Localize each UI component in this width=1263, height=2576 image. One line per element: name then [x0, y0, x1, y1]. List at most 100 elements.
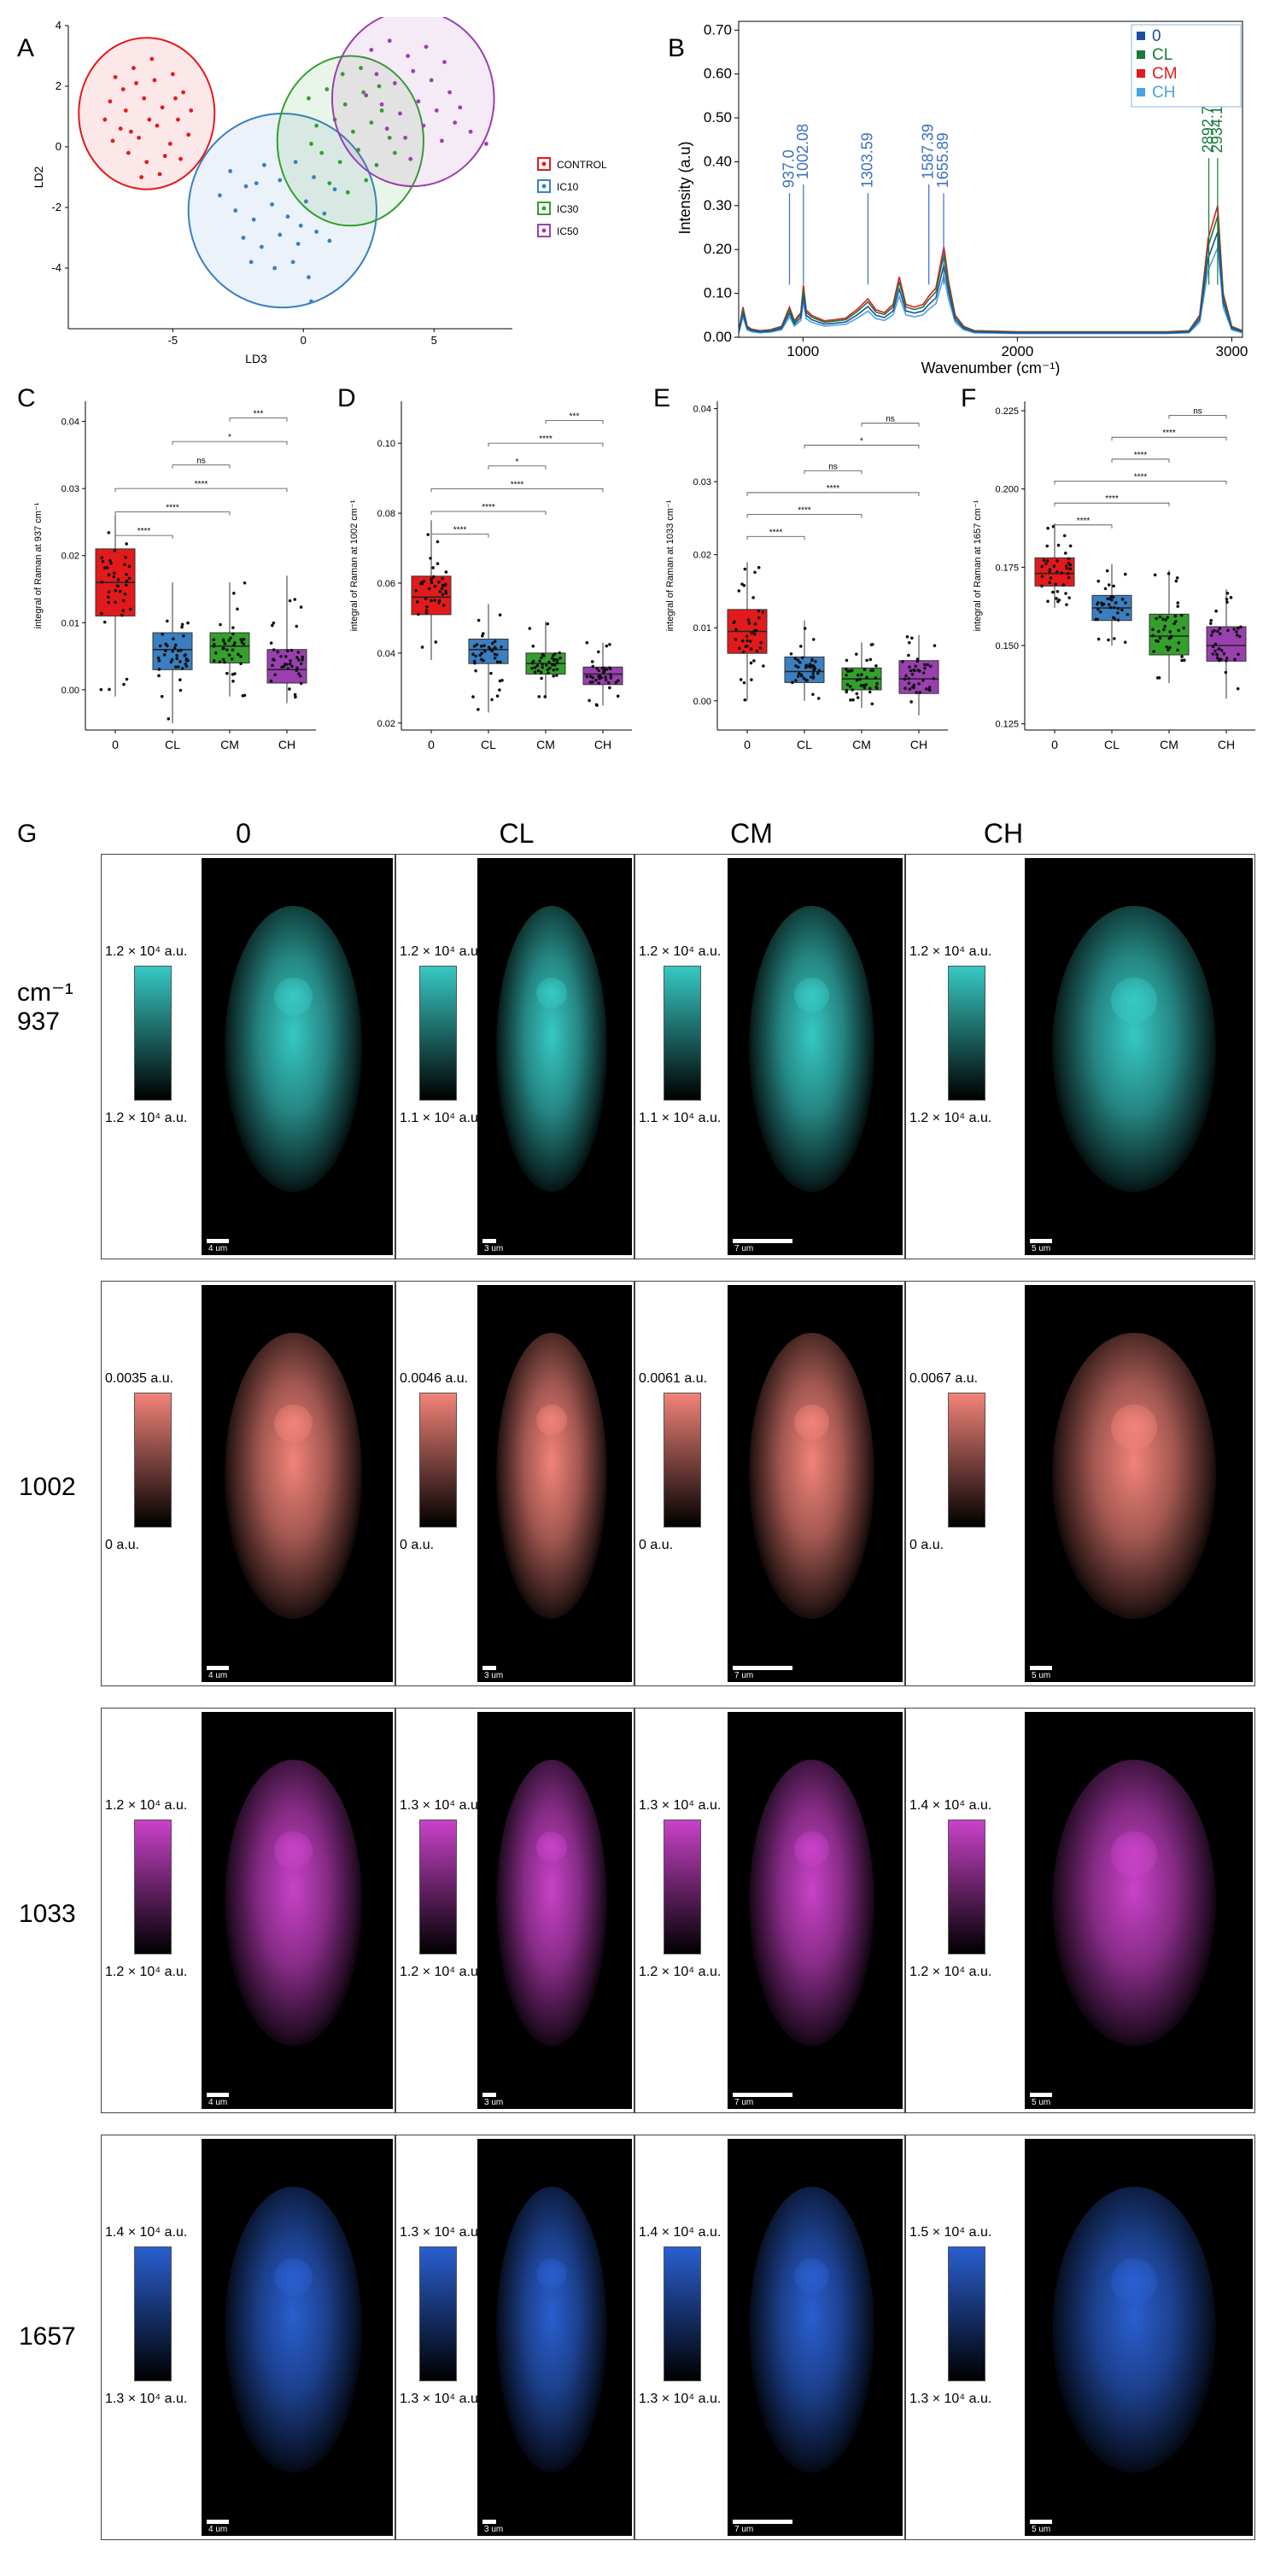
- data-point: [1211, 652, 1215, 656]
- data-point: [860, 673, 863, 677]
- significance-bracket: [1111, 459, 1170, 463]
- scale-bar: [482, 1666, 496, 1670]
- data-point: [180, 667, 184, 670]
- data-point: [1066, 571, 1070, 575]
- data-point: [1055, 559, 1059, 563]
- panel-label-c: C: [17, 384, 36, 412]
- data-point: [176, 117, 180, 122]
- colorbar-min-label: 1.2 × 10⁴ a.u.: [639, 1965, 722, 1979]
- data-point: [424, 44, 429, 50]
- data-point: [914, 664, 918, 669]
- legend-swatch: [1137, 50, 1145, 59]
- cell-nucleus: [1111, 1404, 1157, 1450]
- data-point: [868, 686, 872, 691]
- data-point: [1116, 618, 1120, 622]
- data-point: [303, 199, 308, 204]
- panel-label-f: F: [961, 384, 977, 412]
- data-point: [379, 108, 384, 113]
- data-point: [1055, 589, 1060, 593]
- colorbar-min-label: 1.2 × 10⁴ a.u.: [105, 1965, 188, 1979]
- data-point: [129, 129, 133, 134]
- data-point: [1103, 587, 1108, 591]
- box-0: [1034, 557, 1075, 587]
- data-point: [536, 669, 541, 673]
- data-point: [431, 566, 435, 570]
- data-point: [1067, 557, 1071, 561]
- map-cell-1657-cl: 3 um 1.3 × 10⁴ a.u. 1.3 × 10⁴ a.u.: [395, 2135, 634, 2540]
- map-col-header-ch: CH: [983, 818, 1024, 849]
- scale-bar: [207, 2520, 229, 2524]
- data-point: [134, 81, 138, 85]
- data-point: [123, 108, 128, 113]
- cell-body: [748, 905, 875, 1192]
- data-point: [149, 56, 155, 61]
- data-point: [742, 681, 746, 685]
- data-point: [417, 612, 420, 616]
- data-point: [793, 657, 798, 661]
- significance-bracket: [430, 488, 604, 493]
- data-point: [212, 659, 216, 663]
- data-point: [917, 681, 921, 686]
- data-point: [364, 93, 369, 98]
- data-point: [101, 559, 105, 564]
- data-point: [541, 663, 544, 666]
- data-point: [921, 679, 925, 682]
- data-point: [1045, 559, 1050, 563]
- scale-bar: [1030, 2520, 1052, 2524]
- data-point: [901, 660, 904, 663]
- data-point: [1179, 613, 1184, 617]
- data-point: [107, 600, 111, 605]
- colorbar-max-label: 1.4 × 10⁴ a.u.: [105, 2225, 188, 2240]
- y-tick-label: 0.10: [377, 439, 395, 449]
- colorbar-min-label: 0 a.u.: [105, 1538, 140, 1552]
- data-point: [1120, 598, 1125, 601]
- data-point: [799, 673, 804, 677]
- data-point: [604, 675, 607, 679]
- significance-bracket: [746, 514, 862, 518]
- data-point: [301, 655, 305, 659]
- data-point: [539, 670, 543, 675]
- data-point: [744, 645, 748, 648]
- data-point: [369, 48, 374, 52]
- data-point: [429, 557, 432, 560]
- data-point: [487, 645, 491, 649]
- scale-bar-label: 5 um: [1032, 1244, 1051, 1253]
- significance-label: ns: [886, 415, 895, 424]
- data-point: [608, 642, 611, 646]
- cell-nucleus: [793, 1831, 829, 1866]
- data-point: [1175, 576, 1179, 580]
- x-tick-label: CL: [797, 738, 812, 751]
- data-point: [301, 657, 304, 662]
- y-tick-label: 0.04: [61, 418, 79, 428]
- scale-bar: [482, 2093, 496, 2097]
- data-point: [440, 587, 444, 590]
- y-axis-label: integral of Raman at 937 cm⁻¹: [33, 502, 44, 628]
- x-tick-label: 0: [301, 334, 307, 347]
- cell-nucleus: [1111, 1831, 1157, 1877]
- data-point: [491, 641, 494, 645]
- data-point: [332, 187, 337, 192]
- significance-label: ****: [1105, 494, 1119, 504]
- scale-bar: [733, 2093, 792, 2097]
- colorbar: [419, 966, 457, 1101]
- data-point: [590, 660, 594, 663]
- data-point: [1152, 650, 1155, 653]
- data-point: [229, 636, 232, 640]
- data-point: [293, 160, 298, 165]
- data-point: [218, 660, 222, 664]
- data-point: [167, 142, 172, 146]
- data-point: [614, 681, 618, 685]
- boxplot-1033: 0.00 0.01 0.02 0.03 0.04 integral of Raman at…: [665, 401, 948, 751]
- data-point: [128, 607, 132, 611]
- data-point: [604, 678, 608, 682]
- data-point: [241, 236, 246, 240]
- data-point: [1049, 576, 1053, 580]
- data-point: [288, 662, 292, 666]
- data-point: [800, 656, 804, 660]
- map-row-label-937: 937: [17, 1008, 61, 1036]
- data-point: [1177, 628, 1181, 633]
- data-point: [932, 676, 936, 681]
- data-point: [1153, 573, 1157, 577]
- spectrum-line-cm: [738, 205, 1243, 333]
- data-point: [102, 566, 107, 570]
